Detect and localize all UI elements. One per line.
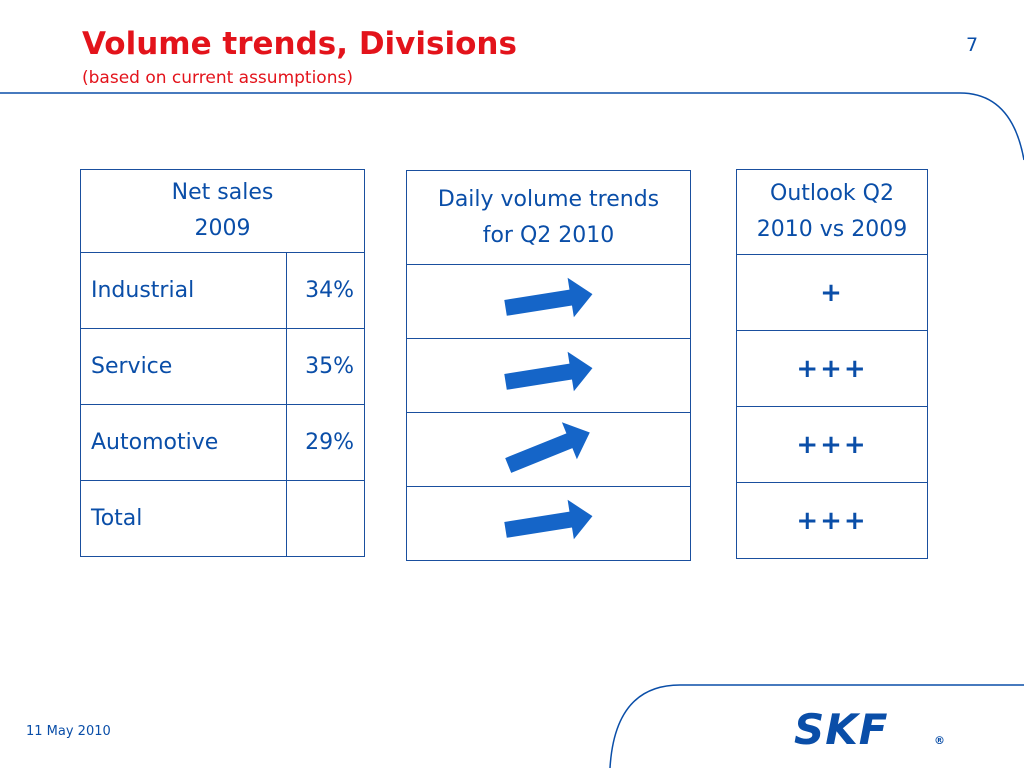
division-label: Industrial: [80, 252, 287, 329]
trend-arrow-shape: [503, 351, 592, 391]
trend-arrow-shape: [504, 421, 590, 473]
daily-trends-header-line1: Daily volume trends: [437, 186, 660, 212]
division-label: Service: [80, 328, 287, 405]
division-label: Total: [80, 480, 287, 557]
table-row: Automotive 29%: [80, 404, 365, 481]
daily-trends-header: Daily volume trends for Q2 2010: [406, 170, 691, 265]
daily-trends-header-line2: for Q2 2010: [482, 222, 615, 248]
skf-logo[interactable]: SKF ®: [794, 708, 954, 752]
registered-mark: ®: [934, 734, 945, 747]
logo-text: SKF: [794, 708, 889, 752]
daily-trends-table: Daily volume trends for Q2 2010: [406, 170, 691, 561]
trend-arrow-icon: [503, 351, 592, 391]
trend-arrow-icon: [503, 277, 592, 317]
table-row: Service 35%: [80, 328, 365, 405]
net-sales-header-line2: 2009: [194, 216, 251, 241]
net-sales-header: Net sales 2009: [80, 169, 365, 253]
page-number: 7: [966, 34, 979, 56]
outlook-value: +++: [736, 482, 928, 559]
table-row: +++: [736, 482, 928, 559]
outlook-value: +: [736, 254, 928, 331]
outlook-table: Outlook Q2 2010 vs 2009 + +++ +++ +++: [736, 169, 928, 559]
trend-arrow-icon: [504, 421, 590, 473]
outlook-header-line2: 2010 vs 2009: [756, 217, 908, 242]
outlook-value: +++: [736, 406, 928, 483]
trend-cell: [406, 338, 691, 413]
table-row: [406, 338, 691, 413]
table-row: [406, 486, 691, 561]
trend-cell: [406, 264, 691, 339]
table-row: +: [736, 254, 928, 331]
slide-title: Volume trends, Divisions: [82, 26, 517, 62]
slide-subtitle: (based on current assumptions): [82, 68, 353, 88]
table-row: Total: [80, 480, 365, 557]
trend-arrow-shape: [503, 499, 592, 539]
table-row: [406, 264, 691, 339]
table-row: Industrial 34%: [80, 252, 365, 329]
trend-arrow-shape: [503, 277, 592, 317]
division-label: Automotive: [80, 404, 287, 481]
table-row: +++: [736, 406, 928, 483]
trend-arrow-icon: [503, 499, 592, 539]
division-share: [286, 480, 365, 557]
division-share: 29%: [286, 404, 365, 481]
division-share: 35%: [286, 328, 365, 405]
table-row: +++: [736, 330, 928, 407]
table-row: [406, 412, 691, 487]
net-sales-table: Net sales 2009 Industrial 34% Service 35…: [80, 169, 365, 557]
net-sales-header-line1: Net sales: [171, 180, 274, 205]
division-share: 34%: [286, 252, 365, 329]
outlook-value: +++: [736, 330, 928, 407]
trend-cell: [406, 486, 691, 561]
slide-date: 11 May 2010: [26, 724, 111, 739]
outlook-header-line1: Outlook Q2: [770, 181, 894, 206]
trend-cell: [406, 412, 691, 487]
outlook-header: Outlook Q2 2010 vs 2009: [736, 169, 928, 255]
